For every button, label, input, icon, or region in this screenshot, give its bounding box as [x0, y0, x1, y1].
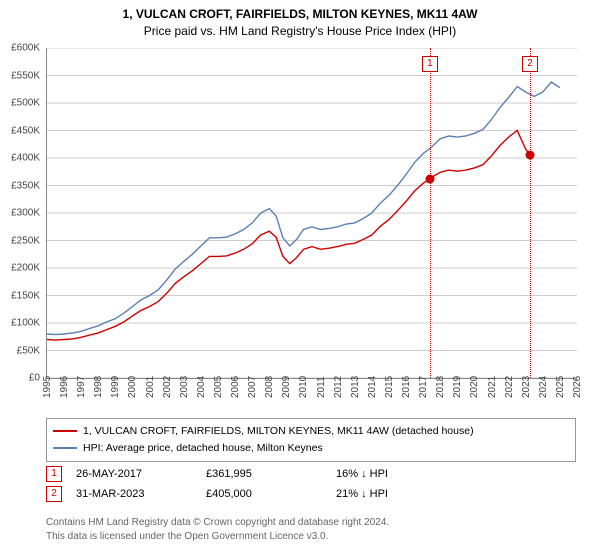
chart-title: 1, VULCAN CROFT, FAIRFIELDS, MILTON KEYN…: [0, 0, 600, 22]
legend-item: 1, VULCAN CROFT, FAIRFIELDS, MILTON KEYN…: [53, 423, 569, 440]
sale-row: 1 26-MAY-2017 £361,995 16% ↓ HPI: [46, 466, 576, 482]
legend-swatch: [53, 430, 77, 432]
footer: Contains HM Land Registry data © Crown c…: [46, 516, 576, 543]
legend-item: HPI: Average price, detached house, Milt…: [53, 440, 569, 457]
legend-swatch: [53, 447, 77, 449]
legend: 1, VULCAN CROFT, FAIRFIELDS, MILTON KEYN…: [46, 418, 576, 462]
legend-label: HPI: Average price, detached house, Milt…: [83, 442, 323, 454]
x-axis: 1995199619971998199920002001200220032004…: [46, 380, 576, 420]
sale-delta: 16% ↓ HPI: [336, 468, 466, 480]
sale-delta: 21% ↓ HPI: [336, 488, 466, 500]
legend-label: 1, VULCAN CROFT, FAIRFIELDS, MILTON KEYN…: [83, 425, 474, 437]
sale-marker: 2: [46, 486, 62, 502]
plot-area: 12: [46, 48, 577, 379]
sale-price: £361,995: [206, 468, 336, 480]
sale-date: 26-MAY-2017: [76, 468, 206, 480]
sale-date: 31-MAR-2023: [76, 488, 206, 500]
footer-line: Contains HM Land Registry data © Crown c…: [46, 516, 576, 530]
series-hpi: [47, 82, 560, 335]
sale-row: 2 31-MAR-2023 £405,000 21% ↓ HPI: [46, 486, 576, 502]
chart-svg: [47, 48, 577, 378]
footer-line: This data is licensed under the Open Gov…: [46, 530, 576, 544]
sale-price: £405,000: [206, 488, 336, 500]
chart-subtitle: Price paid vs. HM Land Registry's House …: [0, 22, 600, 38]
sale-marker: 1: [46, 466, 62, 482]
sales-table: 1 26-MAY-2017 £361,995 16% ↓ HPI 2 31-MA…: [46, 462, 576, 502]
gridlines: [47, 48, 577, 378]
y-axis: £0£50K£100K£150K£200K£250K£300K£350K£400…: [0, 48, 44, 378]
series-prop: [47, 131, 530, 341]
chart-container: { "title": "1, VULCAN CROFT, FAIRFIELDS,…: [0, 0, 600, 560]
